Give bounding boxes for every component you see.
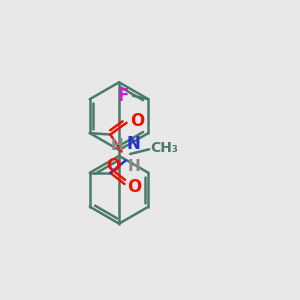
Text: H: H: [111, 138, 123, 153]
Text: O: O: [106, 157, 121, 175]
Text: CH₃: CH₃: [151, 141, 178, 155]
Text: N: N: [127, 135, 140, 153]
Text: F: F: [118, 87, 129, 105]
Text: O: O: [130, 112, 145, 130]
Text: H: H: [128, 159, 141, 174]
Text: O: O: [127, 178, 141, 196]
